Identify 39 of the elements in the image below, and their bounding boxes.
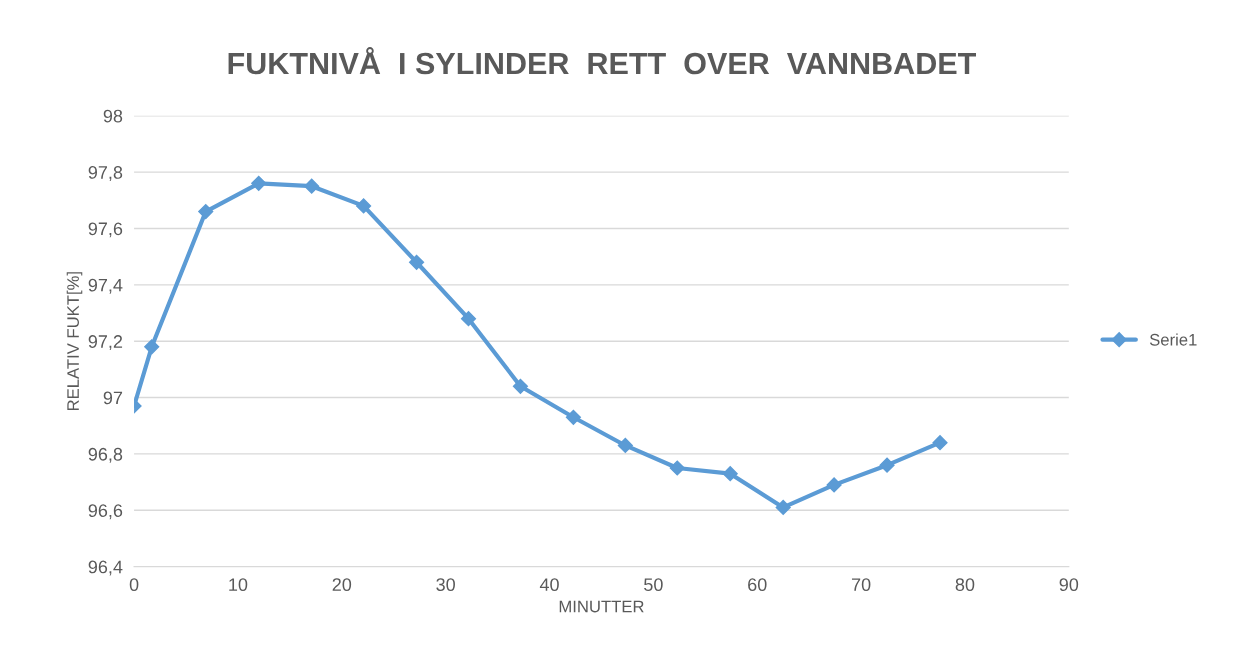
point: [512, 378, 528, 394]
x-tick-label: 90: [1059, 578, 1079, 592]
point: [879, 457, 895, 473]
y-tick-label: 97: [103, 391, 123, 405]
y-tick-label: 98: [103, 109, 123, 123]
point: [932, 435, 948, 451]
chart-title: FUKTNIVÅ I SYLINDER RETT OVER VANNBADET: [228, 47, 977, 75]
point: [356, 198, 372, 214]
point: [826, 477, 842, 493]
x-tick-label: 10: [229, 578, 248, 592]
y-tick-label: 96,8: [88, 447, 123, 463]
legend-label: Serie1: [1149, 333, 1197, 346]
point: [775, 499, 791, 516]
x-tick-label: 60: [748, 578, 767, 592]
y-tick-label: 96,4: [88, 560, 123, 576]
point: [669, 460, 685, 476]
x-tick-label: 80: [955, 578, 975, 592]
x-tick-label: 70: [851, 578, 871, 592]
point: [251, 175, 267, 191]
x-tick-label: 0: [129, 578, 139, 592]
x-tick-label: 50: [644, 578, 663, 592]
y-tick-label: 97,8: [88, 166, 123, 181]
point: [408, 254, 425, 270]
point: [198, 203, 214, 220]
point: [617, 437, 633, 454]
y-tick-label: 97,2: [88, 335, 123, 351]
y-tick-label: 97,6: [88, 222, 123, 238]
point: [722, 466, 738, 482]
point: [460, 311, 477, 327]
point: [144, 339, 160, 355]
x-tick-label: 20: [332, 578, 352, 592]
point: [304, 178, 320, 194]
y-tick-label: 96,6: [88, 504, 123, 520]
y-tick-label: 97,4: [88, 278, 123, 294]
x-axis-title: MINUTTER: [559, 600, 644, 613]
y-axis-title: RELATIV FUKT[%]: [66, 272, 83, 411]
point: [565, 409, 581, 425]
x-tick-label: 40: [539, 578, 559, 592]
x-tick-label: 30: [436, 578, 455, 592]
